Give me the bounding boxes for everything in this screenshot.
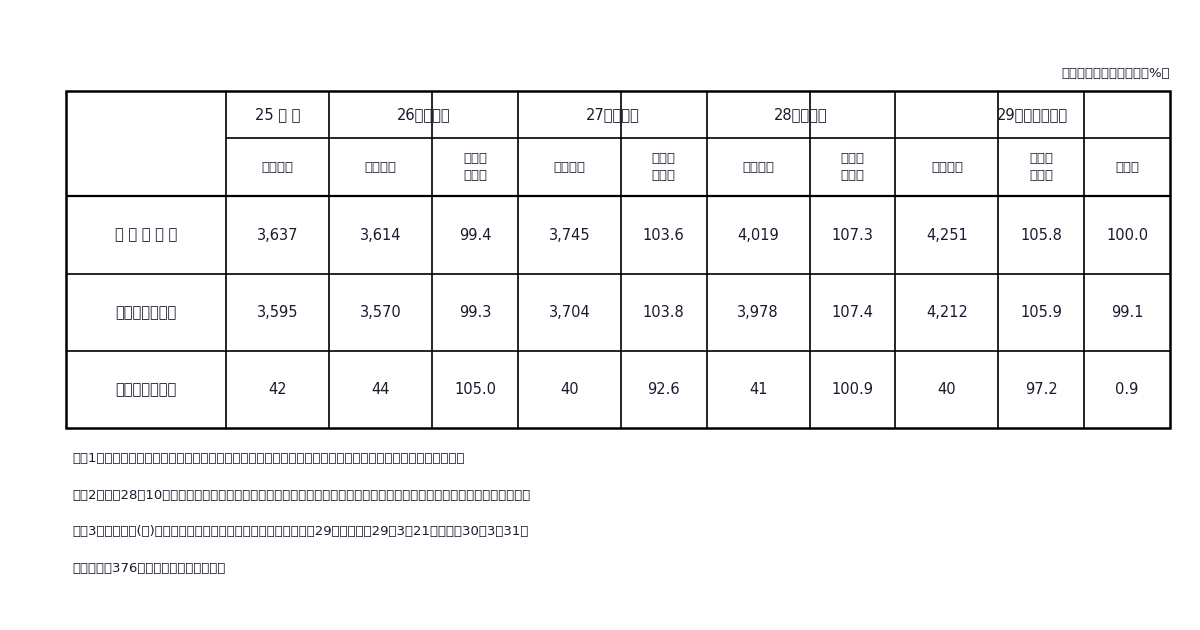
Text: 取扱個数: 取扱個数 xyxy=(262,161,294,174)
Text: 3,570: 3,570 xyxy=(360,305,402,320)
Text: 宅 配 便 合 計: 宅 配 便 合 計 xyxy=(115,227,178,243)
Text: 取扱個数: 取扱個数 xyxy=(742,161,774,174)
Text: 3,704: 3,704 xyxy=(548,305,590,320)
Text: 99.1: 99.1 xyxy=(1111,305,1144,320)
Text: ト　ラ　ッ　ク: ト ラ ッ ク xyxy=(115,305,176,320)
Text: 99.3: 99.3 xyxy=(458,305,491,320)
Text: 3,614: 3,614 xyxy=(360,227,401,243)
Text: 29　　年　　度: 29 年 度 xyxy=(997,107,1068,122)
Text: 44: 44 xyxy=(371,382,390,398)
Text: 3,745: 3,745 xyxy=(548,227,590,243)
Text: 42: 42 xyxy=(269,382,287,398)
Text: 3,637: 3,637 xyxy=(257,227,299,243)
Text: （単位：百万個（冊）、%）: （単位：百万個（冊）、%） xyxy=(1061,67,1170,80)
Text: 97.2: 97.2 xyxy=(1025,382,1057,398)
Text: 取扱個数: 取扱個数 xyxy=(553,161,586,174)
Text: 4,019: 4,019 xyxy=(737,227,779,243)
Text: 27　年　度: 27 年 度 xyxy=(586,107,640,122)
Text: 25 年 度: 25 年 度 xyxy=(254,107,300,122)
Text: 105.9: 105.9 xyxy=(1020,305,1062,320)
Text: 107.3: 107.3 xyxy=(832,227,874,243)
Text: 100.0: 100.0 xyxy=(1106,227,1148,243)
Text: 40: 40 xyxy=(560,382,578,398)
Text: 4,251: 4,251 xyxy=(926,227,967,243)
Text: 103.6: 103.6 xyxy=(643,227,685,243)
Text: （376日分）で集計している。: （376日分）で集計している。 xyxy=(72,562,226,575)
Text: 3,595: 3,595 xyxy=(257,305,299,320)
Text: 40: 40 xyxy=(937,382,956,398)
Text: 107.4: 107.4 xyxy=(832,305,874,320)
Text: 28　年　度: 28 年 度 xyxy=(774,107,828,122)
Text: 100.9: 100.9 xyxy=(832,382,874,398)
Text: （注1）日本郵便㈱については、航空等利用運送事業に係る宅配便も含めトラック運送として集計している。: （注1）日本郵便㈱については、航空等利用運送事業に係る宅配便も含めトラック運送と… xyxy=(72,452,464,466)
Text: 対前年
度　比: 対前年 度 比 xyxy=(840,152,864,182)
Text: 105.8: 105.8 xyxy=(1020,227,1062,243)
Text: 3,978: 3,978 xyxy=(737,305,779,320)
Text: 103.8: 103.8 xyxy=(643,305,685,320)
Text: 0.9: 0.9 xyxy=(1116,382,1139,398)
Text: 99.4: 99.4 xyxy=(458,227,491,243)
Text: 対前年
度　比: 対前年 度 比 xyxy=(652,152,676,182)
Text: （注3）佐川急便(株)において、決算期の変更があったため、平成29年度は平成29年3月21日～平成30年3月31日: （注3）佐川急便(株)において、決算期の変更があったため、平成29年度は平成29… xyxy=(72,525,528,539)
Text: 対前年
度　比: 対前年 度 比 xyxy=(1030,152,1054,182)
Text: 105.0: 105.0 xyxy=(454,382,496,398)
Text: 取扱個数: 取扱個数 xyxy=(365,161,397,174)
Text: 対前年
度　比: 対前年 度 比 xyxy=(463,152,487,182)
Text: 航空等利用運送: 航空等利用運送 xyxy=(115,382,176,398)
Text: 41: 41 xyxy=(749,382,767,398)
Text: （注2）平成28年10月より日本郵便（株）が取扱う「ゆうパケット」を宅配便取扱個数に含めて集計することとしている。: （注2）平成28年10月より日本郵便（株）が取扱う「ゆうパケット」を宅配便取扱個… xyxy=(72,489,530,502)
Text: 26　年　度: 26 年 度 xyxy=(397,107,450,122)
Text: 構成比: 構成比 xyxy=(1115,161,1139,174)
Text: 92.6: 92.6 xyxy=(648,382,680,398)
Text: 4,212: 4,212 xyxy=(926,305,968,320)
Text: 取扱個数: 取扱個数 xyxy=(931,161,962,174)
